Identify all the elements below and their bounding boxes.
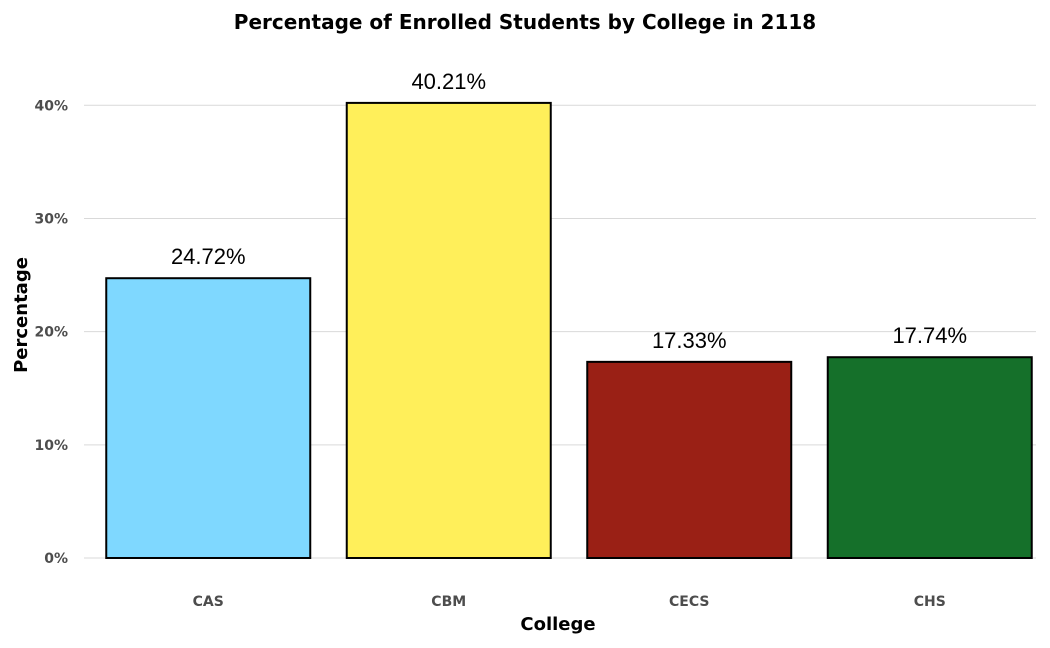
data-label: 40.21%	[411, 69, 486, 94]
data-label: 17.33%	[652, 328, 727, 353]
x-axis-label: College	[520, 614, 595, 635]
y-tick-label: 30%	[34, 211, 68, 227]
y-axis-ticks: 0% 10% 20% 30% 40%	[34, 98, 68, 567]
x-tick-label: CBM	[431, 594, 466, 610]
x-tick-label: CAS	[193, 594, 224, 610]
data-label: 24.72%	[171, 244, 246, 269]
bar-cbm	[345, 101, 552, 560]
bar-chs	[826, 356, 1033, 559]
bar-cecs	[586, 360, 793, 559]
bar-cas	[105, 277, 312, 559]
y-tick-label: 10%	[34, 438, 68, 454]
chart-title: Percentage of Enrolled Students by Colle…	[234, 10, 816, 34]
data-label: 17.74%	[892, 323, 967, 348]
y-axis-label: Percentage	[11, 257, 32, 373]
bars	[105, 101, 1033, 560]
x-tick-label: CECS	[669, 594, 709, 610]
y-tick-label: 40%	[34, 98, 68, 114]
x-axis-ticks: CAS CBM CECS CHS	[193, 594, 946, 610]
y-tick-label: 0%	[44, 551, 68, 567]
x-tick-label: CHS	[914, 594, 946, 610]
y-tick-label: 20%	[34, 325, 68, 341]
data-labels: 24.72% 40.21% 17.33% 17.74%	[171, 69, 967, 353]
